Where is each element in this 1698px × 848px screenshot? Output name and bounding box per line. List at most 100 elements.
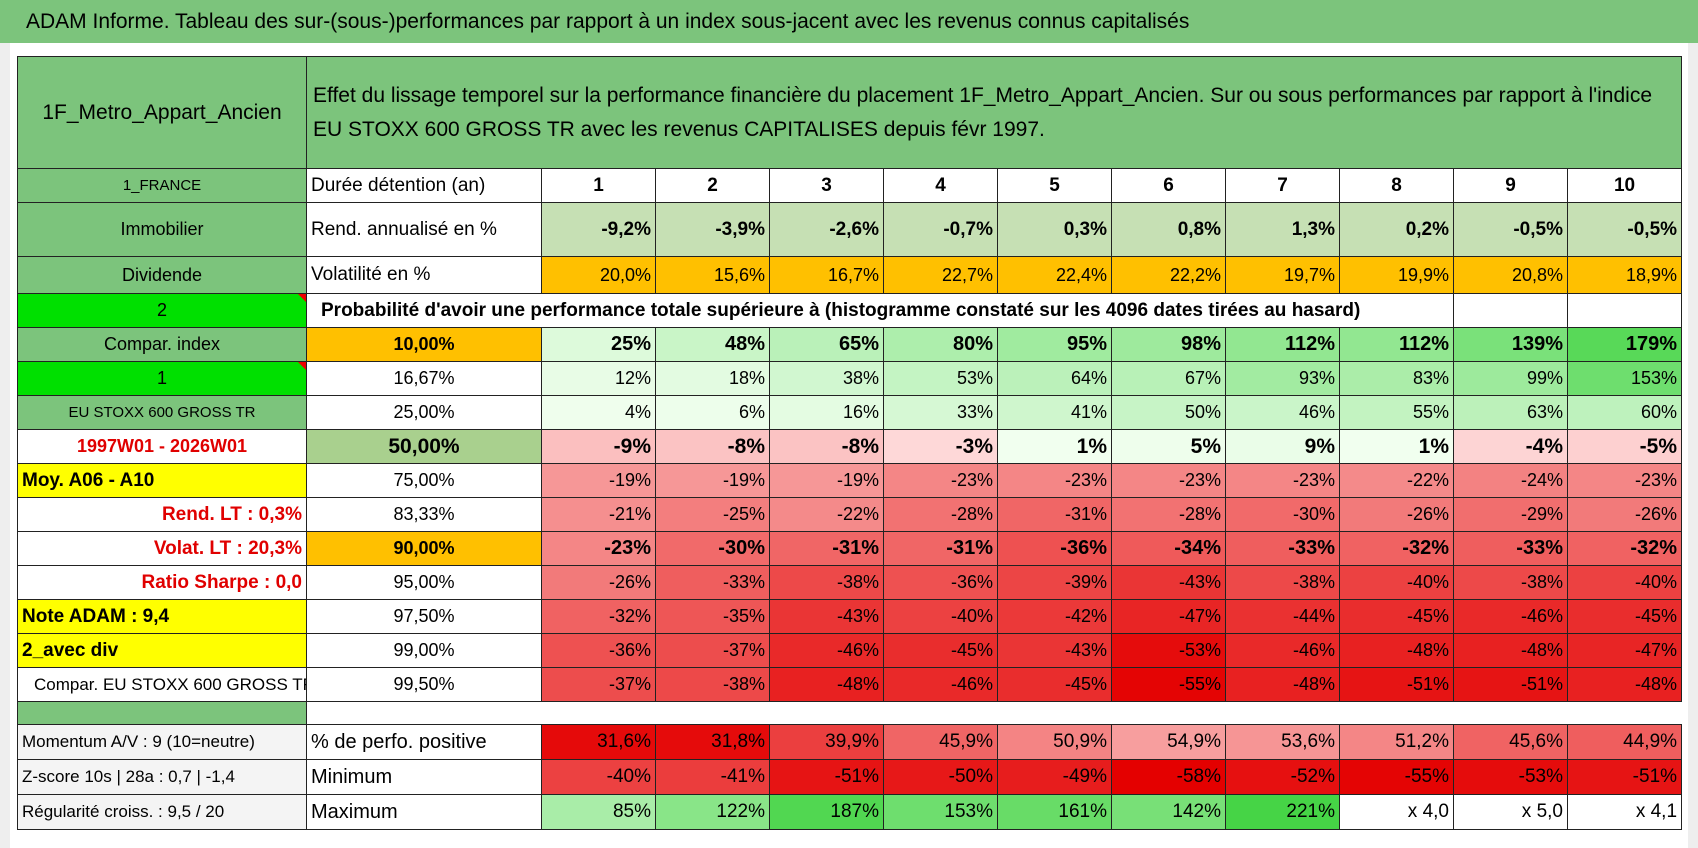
value-cell: -51% <box>1453 667 1568 702</box>
value-cell: 54,9% <box>1111 724 1226 760</box>
value-cell: -46% <box>769 633 884 668</box>
table-row: 1_FRANCE Durée détention (an) 1 2 3 4 5 6 7 8 9 10 <box>17 168 1683 203</box>
table-row: Compar. EU STOXX 600 GROSS TR 99,50% -37% -… <box>17 667 1683 702</box>
value-cell: x 4,1 <box>1566 794 1683 830</box>
value-cell: -31% <box>997 497 1112 532</box>
value-cell: -36% <box>997 531 1112 566</box>
row-label: Volat. LT : 20,3% <box>17 531 307 566</box>
row-header: 10,00% <box>306 327 542 362</box>
value-cell: -35% <box>655 599 770 634</box>
value-cell: -31% <box>769 531 884 566</box>
value-cell: 65% <box>769 327 884 362</box>
value-cell: 1% <box>997 429 1112 464</box>
value-cell: 18,9% <box>1566 256 1683 294</box>
value-cell: 3 <box>769 168 884 203</box>
value-cell: 83% <box>1339 361 1454 396</box>
value-cell: 51,2% <box>1339 724 1454 760</box>
value-cell: -24% <box>1453 463 1568 498</box>
value-cell: 64% <box>997 361 1112 396</box>
value-cell: 139% <box>1453 327 1568 362</box>
value-cell: 153% <box>883 794 998 830</box>
table-row: Immobilier Rend. annualisé en % -9,2% -3,9%… <box>17 202 1683 257</box>
value-cell: -33% <box>1453 531 1568 566</box>
value-cell: -4% <box>1453 429 1568 464</box>
value-cell: -28% <box>883 497 998 532</box>
value-cell: 39,9% <box>769 724 884 760</box>
value-cell: -25% <box>655 497 770 532</box>
value-cell: -47% <box>1566 633 1683 668</box>
value-cell: -32% <box>1566 531 1683 566</box>
row-header: 75,00% <box>306 463 542 498</box>
row-header: Rend. annualisé en % <box>306 202 542 257</box>
value-cell: 31,6% <box>541 724 656 760</box>
value-cell: -3% <box>883 429 998 464</box>
table-row: 1997W01 - 2026W01 50,00% -9% -8% -8% -3% 1% 5% 9… <box>17 429 1683 464</box>
value-cell: 112% <box>1339 327 1454 362</box>
row-label: 1997W01 - 2026W01 <box>17 429 307 464</box>
table-row: EU STOXX 600 GROSS TR 25,00% 4% 6% 16% 33% 41%… <box>17 395 1683 430</box>
value-cell: 2 <box>655 168 770 203</box>
row-header: 99,00% <box>306 633 542 668</box>
table-row: 2 Probabilité d'avoir une performance tot… <box>17 293 1683 328</box>
value-cell: 16,7% <box>769 256 884 294</box>
summary-row: Momentum A/V : 9 (10=neutre)% de perfo. … <box>17 724 1683 760</box>
value-cell: -8% <box>769 429 884 464</box>
value-cell: 5% <box>1111 429 1226 464</box>
value-cell: 9% <box>1225 429 1340 464</box>
value-cell: -3,9% <box>655 202 770 257</box>
row-label: 2 <box>17 293 307 328</box>
value-cell: 142% <box>1111 794 1226 830</box>
value-cell: 25% <box>541 327 656 362</box>
row-label: Compar. EU STOXX 600 GROSS TR <box>17 667 307 702</box>
value-cell: 99% <box>1453 361 1568 396</box>
table-row: Note ADAM : 9,4 97,50% -32% -35% -43% -40% -42… <box>17 599 1683 634</box>
value-cell: -21% <box>541 497 656 532</box>
value-cell: 153% <box>1566 361 1683 396</box>
table-row: Rend. LT : 0,3% 83,33% -21% -25% -22% -28% -31… <box>17 497 1683 532</box>
value-cell: 98% <box>1111 327 1226 362</box>
row-label: Immobilier <box>17 202 307 257</box>
value-cell: -55% <box>1339 759 1454 795</box>
value-cell: 48% <box>655 327 770 362</box>
value-cell: -40% <box>883 599 998 634</box>
row-label: Note ADAM : 9,4 <box>17 599 307 634</box>
value-cell: -0,5% <box>1566 202 1683 257</box>
row-label: 1_FRANCE <box>17 168 307 203</box>
value-cell: 67% <box>1111 361 1226 396</box>
value-cell: -26% <box>1339 497 1454 532</box>
value-cell: -32% <box>541 599 656 634</box>
value-cell: -37% <box>541 667 656 702</box>
summary-row: Z-score 10s | 28a : 0,7 | -1,4 Minimum -40… <box>17 759 1683 795</box>
title-bar: ADAM Informe. Tableau des sur-(sous-)per… <box>0 0 1698 43</box>
row-label: Compar. index <box>17 327 307 362</box>
value-cell: 41% <box>997 395 1112 430</box>
value-cell: -40% <box>1339 565 1454 600</box>
table-row: Volat. LT : 20,3% 90,00% -23% -30% -31% -31% -… <box>17 531 1683 566</box>
value-cell: -22% <box>769 497 884 532</box>
value-cell: -53% <box>1453 759 1568 795</box>
value-cell: -40% <box>1566 565 1683 600</box>
summary-header: Minimum <box>306 759 542 795</box>
value-cell: -33% <box>655 565 770 600</box>
value-cell: -43% <box>1111 565 1226 600</box>
value-cell: -26% <box>1566 497 1683 532</box>
value-cell: -46% <box>883 667 998 702</box>
probability-caption: Probabilité d'avoir une performance tota… <box>306 293 1454 328</box>
value-cell: -53% <box>1111 633 1226 668</box>
row-header: 97,50% <box>306 599 542 634</box>
value-cell: -45% <box>883 633 998 668</box>
row-header: 90,00% <box>306 531 542 566</box>
value-cell: -36% <box>883 565 998 600</box>
value-cell: -39% <box>997 565 1112 600</box>
value-cell: -2,6% <box>769 202 884 257</box>
value-cell: 22,2% <box>1111 256 1226 294</box>
summary-header: % de perfo. positive <box>306 724 542 760</box>
empty-cell <box>1453 293 1568 328</box>
value-cell: 179% <box>1566 327 1683 362</box>
value-cell: -0,7% <box>883 202 998 257</box>
row-label: EU STOXX 600 GROSS TR <box>17 395 307 430</box>
row-header: 50,00% <box>306 429 542 464</box>
value-cell: -48% <box>1339 633 1454 668</box>
value-cell: -19% <box>769 463 884 498</box>
value-cell: -45% <box>997 667 1112 702</box>
